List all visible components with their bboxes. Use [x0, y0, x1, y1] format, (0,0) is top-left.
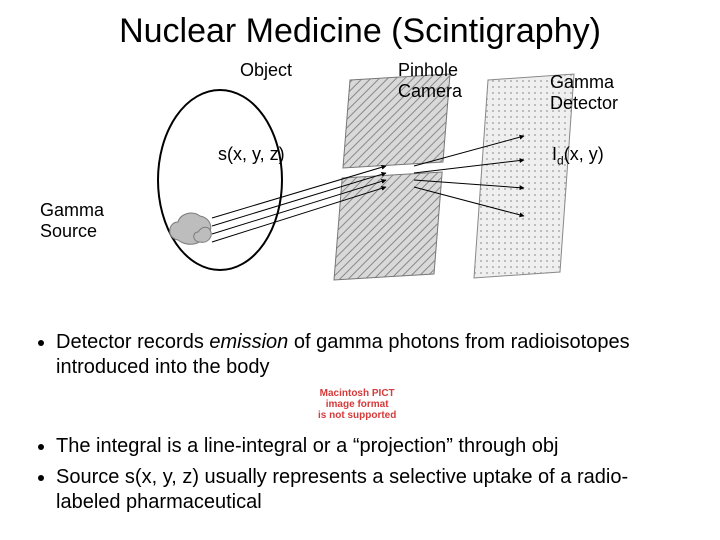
bullet-item: The integral is a line-integral or a “pr… [56, 434, 690, 459]
label-sxyz: s(x, y, z) [218, 144, 285, 165]
bullet-spacer [56, 386, 690, 434]
label-pinhole-camera: PinholeCamera [398, 60, 462, 101]
label-object: Object [240, 60, 292, 81]
label-idxy: Id(x, y) [552, 144, 604, 168]
label-gamma-source: GammaSource [40, 200, 104, 241]
diagram-area: Object PinholeCamera GammaDetector s(x, … [100, 60, 640, 290]
label-gamma-detector: GammaDetector [550, 72, 618, 113]
page-title: Nuclear Medicine (Scintigraphy) [0, 12, 720, 51]
bullet-list: Detector records emission of gamma photo… [30, 330, 690, 521]
bullet-item: Detector records emission of gamma photo… [56, 330, 690, 380]
bullet-item: Source s(x, y, z) usually represents a s… [56, 465, 690, 515]
